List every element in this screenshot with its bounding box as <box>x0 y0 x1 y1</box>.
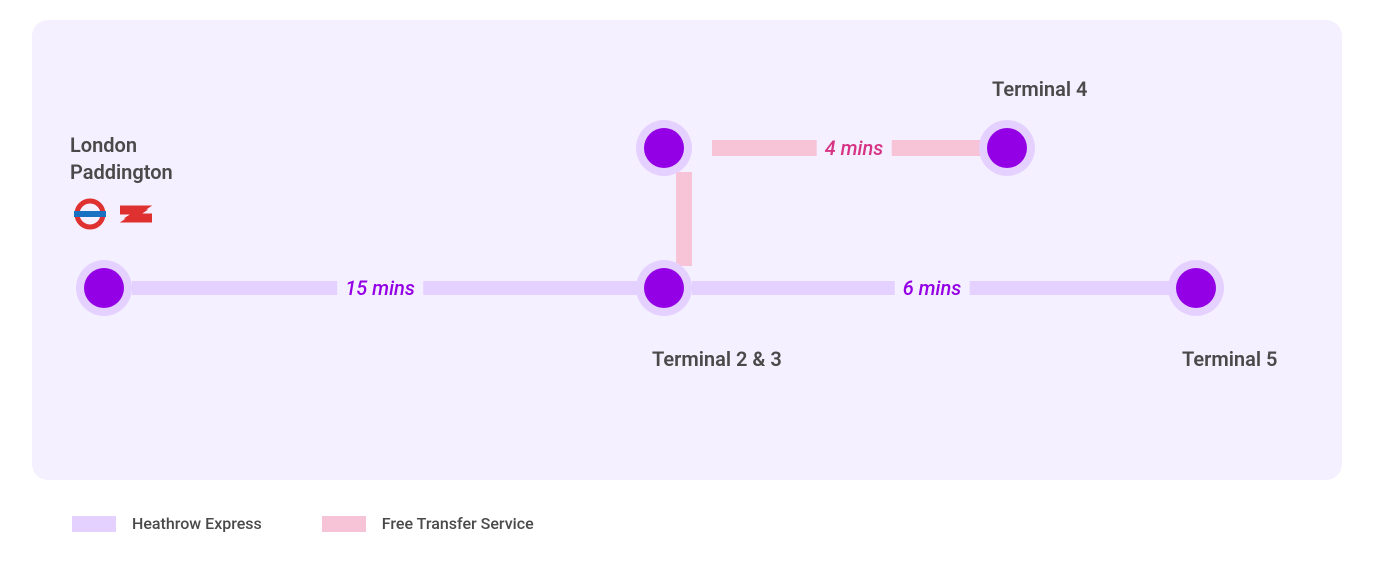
legend-swatch <box>72 516 116 532</box>
legend-swatch <box>322 516 366 532</box>
edge-label-t23upper-t4: 4 mins <box>817 136 892 160</box>
station-label-t23: Terminal 2 & 3 <box>652 346 782 373</box>
legend-item-heathrow-express: Heathrow Express <box>72 514 262 533</box>
node-terminal-2-3-upper <box>636 120 692 176</box>
route-diagram-card: 15 mins 6 mins 4 mins London Paddington … <box>32 20 1342 480</box>
node-terminal-5 <box>1168 260 1224 316</box>
legend: Heathrow Express Free Transfer Service <box>32 514 1342 533</box>
legend-label: Free Transfer Service <box>382 514 534 533</box>
edge-label-t23-t5: 6 mins <box>895 276 970 300</box>
station-label-t4: Terminal 4 <box>992 76 1087 103</box>
station-label-paddington: London Paddington <box>70 132 173 186</box>
edge-t23-vertical <box>676 172 692 266</box>
national-rail-icon <box>118 200 154 228</box>
node-terminal-4 <box>979 120 1035 176</box>
legend-item-free-transfer: Free Transfer Service <box>322 514 534 533</box>
legend-label: Heathrow Express <box>132 514 262 533</box>
transport-icons <box>72 196 154 232</box>
node-terminal-2-3 <box>636 260 692 316</box>
station-label-line1: London <box>70 133 137 157</box>
edge-label-paddington-t23: 15 mins <box>337 276 423 300</box>
station-label-t5: Terminal 5 <box>1182 346 1277 373</box>
node-paddington <box>76 260 132 316</box>
station-label-line2: Paddington <box>70 160 173 184</box>
underground-icon <box>72 196 108 232</box>
